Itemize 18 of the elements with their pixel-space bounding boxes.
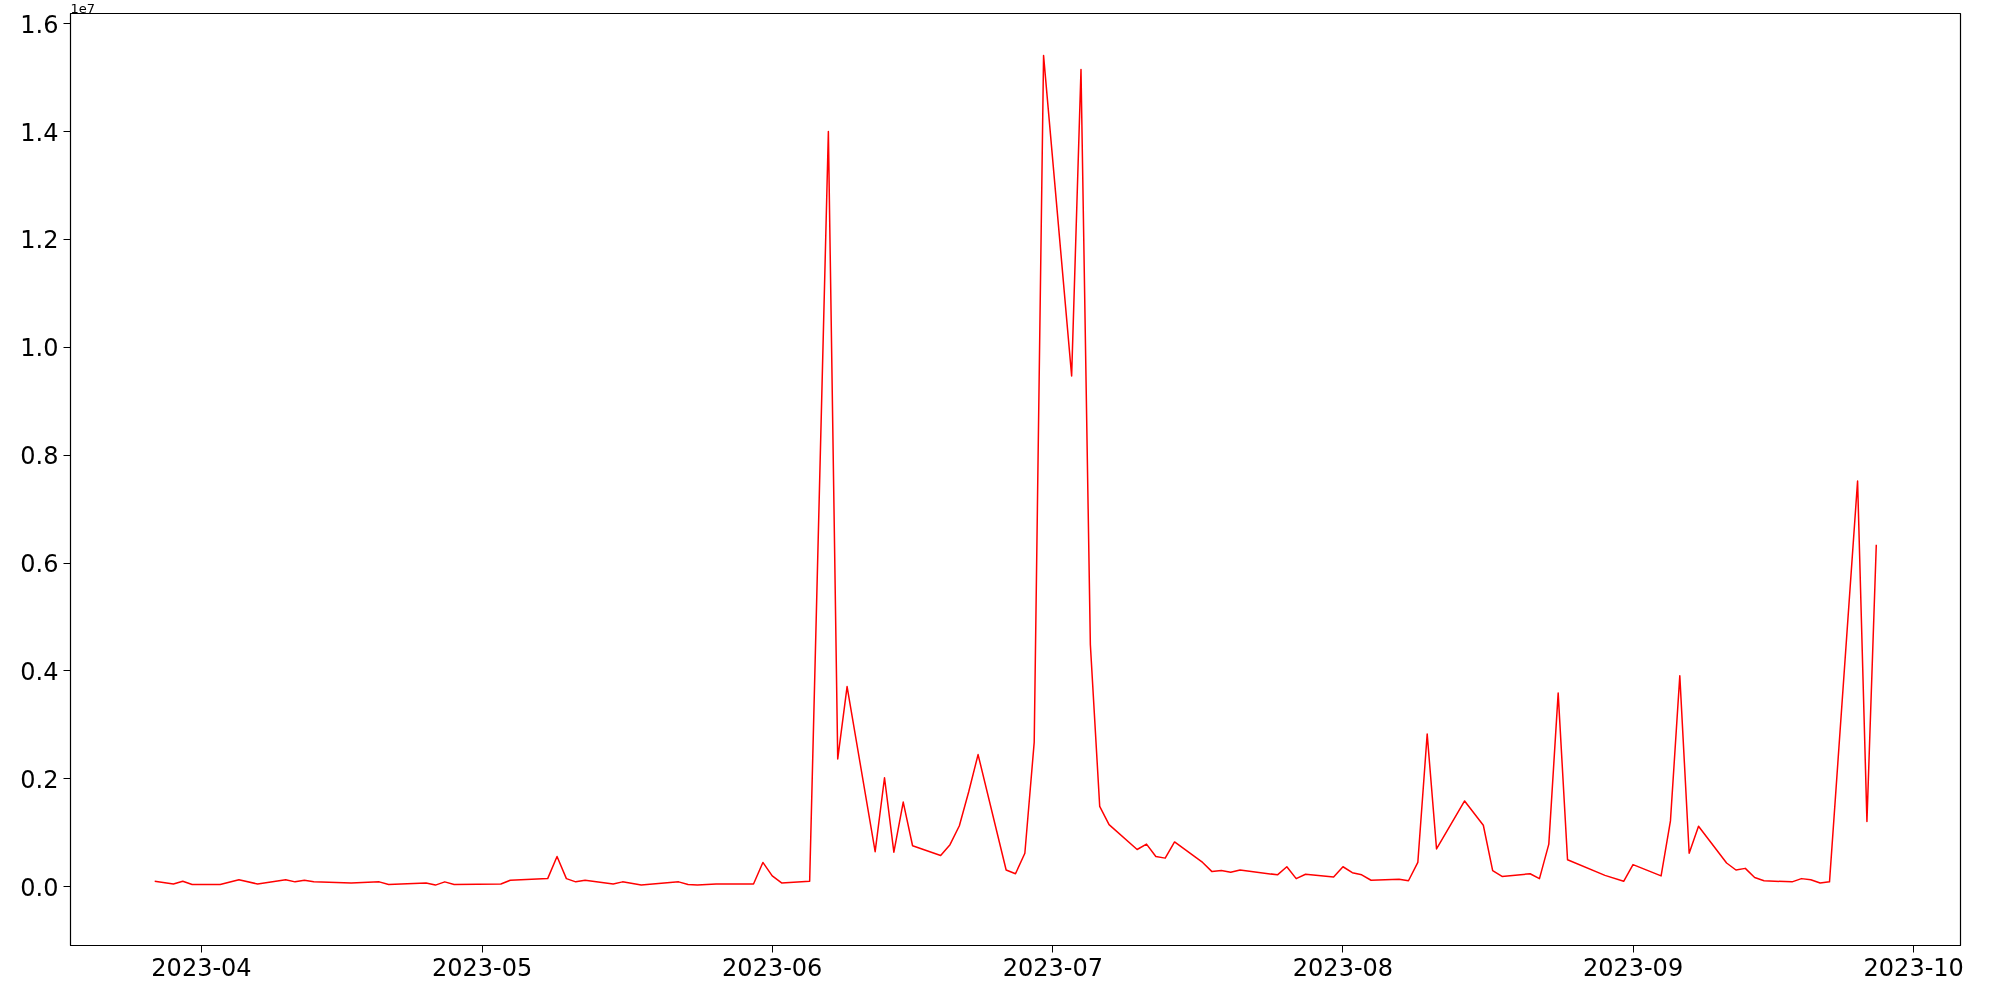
y-tick-label: 0.6 (20, 550, 59, 579)
x-tick-label: 2023-09 (1582, 953, 1684, 982)
x-tick-label: 2023-10 (1863, 953, 1964, 982)
y-tick-label: 1.6 (20, 10, 59, 39)
y-tick-label: 0.4 (20, 657, 59, 686)
line-series (153, 54, 1878, 886)
y-tick-label: 0.2 (20, 765, 59, 794)
x-tick-label: 2023-08 (1292, 953, 1394, 982)
x-tick-label: 2023-06 (722, 953, 823, 982)
x-tick-label: 2023-07 (1002, 953, 1104, 982)
y-tick-label: 1.0 (20, 334, 59, 363)
x-tick-label: 2023-05 (432, 953, 533, 982)
x-tick-label: 2023-04 (151, 953, 252, 982)
annotation: 1e7 (70, 0, 96, 16)
y-tick-label: 1.4 (20, 118, 59, 147)
y-tick-label: 0.8 (20, 442, 59, 471)
y-tick-label: 1.2 (20, 226, 59, 255)
y-tick-label: 0.0 (20, 873, 59, 902)
